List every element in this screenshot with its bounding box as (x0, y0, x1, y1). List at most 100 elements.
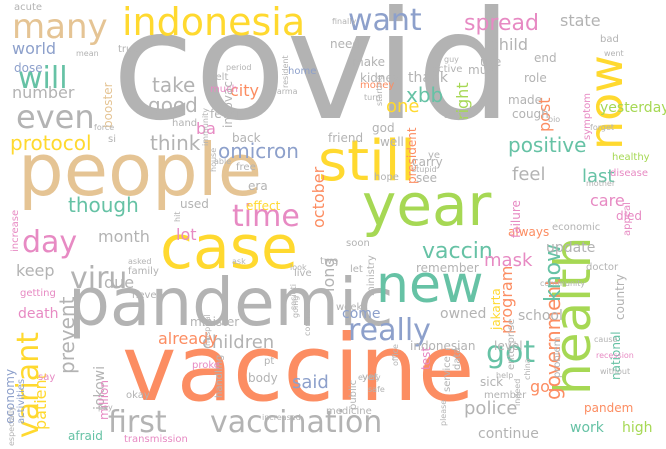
cloud-word: community (540, 279, 585, 288)
cloud-word: getting (20, 288, 56, 299)
cloud-word: hand (172, 118, 197, 129)
cloud-word: bad (600, 34, 619, 45)
cloud-word: owned (440, 306, 486, 322)
cloud-word: national (609, 331, 623, 380)
cloud-word: able (214, 157, 231, 166)
cloud-word: due (104, 273, 134, 292)
cloud-word: million (97, 380, 111, 420)
cloud-word: hope (374, 172, 399, 183)
cloud-word: use (480, 55, 501, 69)
cloud-word: mean (76, 49, 99, 58)
cloud-word: good (148, 93, 198, 117)
cloud-word: live (294, 268, 312, 279)
cloud-word: though (68, 193, 139, 217)
cloud-word: healthy (612, 152, 650, 163)
cloud-word: kidney (360, 71, 400, 85)
cloud-word: period (226, 63, 251, 72)
cloud-word: people (18, 128, 262, 212)
cloud-word: increased (262, 413, 301, 422)
cloud-word: know (541, 244, 566, 302)
cloud-word: acute (14, 2, 42, 13)
cloud-word: turn (364, 93, 380, 102)
cloud-word: covid (112, 0, 512, 154)
cloud-word: felt (212, 72, 228, 83)
cloud-word: high (622, 420, 653, 436)
cloud-word: indeed (513, 379, 522, 406)
cloud-word: vaccine (122, 315, 474, 422)
cloud-word: minister (190, 315, 239, 329)
cloud-word: mother (586, 179, 616, 188)
cloud-word: come (342, 306, 381, 322)
cloud-word: pay (98, 403, 113, 412)
cloud-word: forget (590, 123, 614, 132)
cloud-word: member (484, 390, 527, 401)
cloud-word: feel (512, 164, 546, 185)
cloud-word: family (128, 266, 159, 277)
cloud-word: societi (289, 284, 298, 310)
cloud-word: test (419, 347, 433, 370)
cloud-word: transmission (124, 434, 188, 445)
cloud-word: must (468, 63, 499, 77)
cloud-word: number (12, 83, 75, 102)
cloud-word: cause (594, 335, 618, 344)
cloud-word: era (248, 179, 268, 193)
cloud-word: many (12, 7, 108, 47)
cloud-word: year (362, 171, 492, 239)
cloud-word: dose (14, 61, 43, 75)
cloud-word: si (108, 134, 116, 145)
cloud-word: last (582, 166, 614, 187)
cloud-word: got (486, 335, 535, 370)
cloud-word: patient (31, 373, 50, 430)
cloud-word: friend (328, 131, 363, 145)
cloud-word: end (534, 51, 557, 65)
cloud-word: ministry (366, 255, 377, 296)
cloud-word: economic (552, 222, 600, 233)
cloud-word: keep (16, 261, 55, 280)
cloud-word: medicine (326, 406, 372, 417)
cloud-word: month (98, 227, 150, 246)
cloud-word: viru (70, 261, 127, 296)
cloud-word: really (348, 313, 431, 348)
cloud-word: ye (428, 150, 440, 161)
cloud-word: omicron (218, 139, 299, 163)
cloud-word: especially (7, 406, 16, 446)
cloud-word: work (570, 420, 605, 436)
cloud-word: take (152, 73, 195, 97)
cloud-word: spread (464, 11, 539, 36)
cloud-word: one (386, 96, 420, 117)
cloud-word: care (590, 191, 625, 210)
cloud-word: indonesia (122, 0, 305, 44)
cloud-word: guy (444, 55, 459, 64)
cloud-word: starting (375, 75, 384, 106)
cloud-word: right (453, 82, 472, 120)
cloud-word: state (560, 11, 601, 30)
cloud-word: god (372, 121, 395, 135)
cloud-word: day (22, 225, 77, 260)
cloud-word: country (613, 274, 627, 320)
cloud-word: long (319, 257, 338, 292)
cloud-word: home (288, 66, 316, 77)
cloud-word: continue (478, 426, 539, 442)
cloud-word: went (604, 49, 624, 58)
cloud-word: bio (548, 115, 560, 124)
cloud-word: first (108, 405, 167, 440)
cloud-word: hit (173, 212, 182, 222)
cloud-word: indovac (221, 81, 235, 128)
cloud-word: ask (232, 257, 246, 266)
cloud-word: sick (480, 375, 503, 389)
cloud-word: increase (10, 210, 21, 252)
cloud-word: please (439, 400, 448, 426)
cloud-word: october (309, 166, 328, 228)
cloud-word: true (118, 44, 139, 55)
cloud-word: away (444, 111, 465, 120)
cloud-word: cough (512, 107, 549, 121)
cloud-word: booster (101, 82, 115, 128)
cloud-word: never (132, 290, 162, 301)
cloud-word: help (496, 371, 513, 380)
cloud-word: finally (332, 17, 356, 26)
cloud-word: problem (552, 337, 563, 378)
cloud-word: go (530, 377, 550, 396)
cloud-word: active (432, 64, 462, 75)
cloud-word: jokowi (92, 366, 108, 411)
